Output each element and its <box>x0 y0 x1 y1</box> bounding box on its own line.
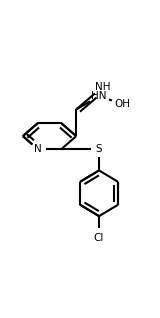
Text: N: N <box>34 144 42 155</box>
Circle shape <box>113 95 131 113</box>
Circle shape <box>93 143 105 156</box>
Text: HN: HN <box>91 91 107 101</box>
Text: OH: OH <box>114 99 130 109</box>
Text: NH: NH <box>95 82 111 92</box>
Text: S: S <box>96 144 102 155</box>
Circle shape <box>90 229 108 247</box>
Circle shape <box>32 143 44 156</box>
Circle shape <box>94 78 112 96</box>
Circle shape <box>90 87 108 105</box>
Text: Cl: Cl <box>94 233 104 243</box>
